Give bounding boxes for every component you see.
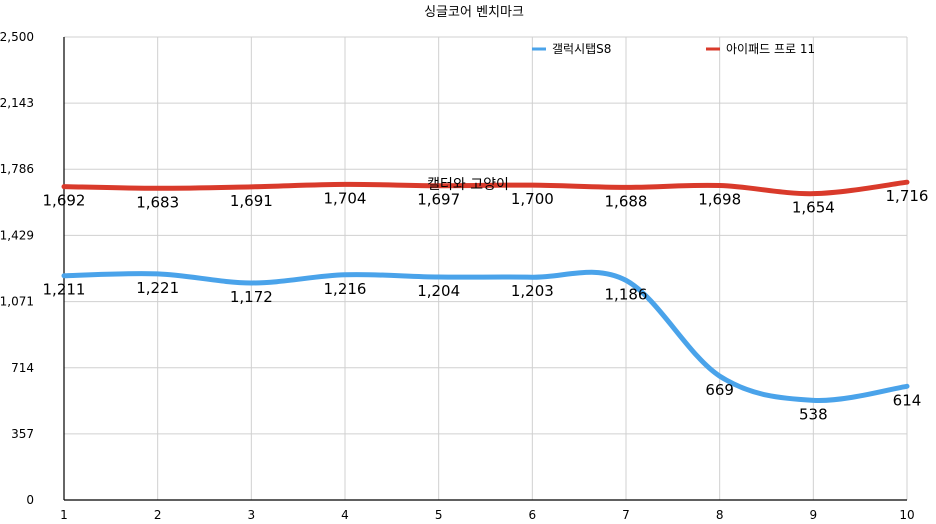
y-tick-label: 1,786 [0,162,34,176]
x-tick-label: 10 [899,508,914,522]
data-labels: 1,211 1,221 1,172 1,216 1,204 1,203 1,186 669 53… [43,187,929,423]
x-tick-label: 5 [435,508,443,522]
data-label: 1,700 [511,190,554,208]
data-label: 1,221 [136,279,179,297]
x-tick-label: 3 [248,508,256,522]
legend: 갤럭시탭S8 아이패드 프로 11 [532,42,815,56]
x-tick-label: 1 [60,508,68,522]
grid [64,36,908,500]
data-label: 1,204 [417,282,460,300]
x-tick-label: 4 [341,508,349,522]
data-label: 1,654 [792,199,835,217]
x-tick-label: 7 [622,508,630,522]
data-label: 1,688 [605,192,648,210]
data-label: 1,203 [511,282,554,300]
x-tick-label: 8 [716,508,724,522]
data-label: 1,716 [886,187,929,205]
axes: 0 357 714 1,071 1,429 1,786 2,143 2,500 1 2 3 4 5 6 7 8… [0,30,915,522]
y-tick-label: 2,500 [0,30,34,44]
series-lines [61,179,910,403]
data-label: 669 [705,381,734,399]
series-line-1 [61,269,910,403]
watermark-text: 캘터와 고양이 [427,177,509,193]
data-label: 1,216 [324,280,367,298]
x-tick-label: 6 [529,508,537,522]
data-label: 1,186 [605,285,648,303]
data-label: 538 [799,405,828,423]
chart-title: 싱글코어 벤치마크 [424,5,524,20]
y-tick-label: 714 [11,361,34,375]
data-label: 1,692 [43,192,86,210]
y-tick-label: 0 [26,493,34,507]
y-tick-label: 1,071 [0,295,34,309]
x-tick-label: 2 [154,508,162,522]
data-label: 1,691 [230,192,273,210]
data-label: 1,683 [136,193,179,211]
data-label: 1,172 [230,288,273,306]
x-tick-label: 9 [810,508,818,522]
y-tick-label: 357 [11,427,34,441]
legend-label: 갤럭시탭S8 [552,42,611,56]
data-label: 1,698 [698,191,741,209]
data-label: 1,704 [324,189,367,207]
series-line-2 [61,179,910,197]
y-tick-label: 2,143 [0,96,34,110]
data-label: 1,697 [417,191,460,209]
data-label: 1,211 [43,281,86,299]
y-tick-label: 1,429 [0,228,34,242]
data-label: 614 [893,391,922,409]
legend-label: 아이패드 프로 11 [726,42,815,56]
